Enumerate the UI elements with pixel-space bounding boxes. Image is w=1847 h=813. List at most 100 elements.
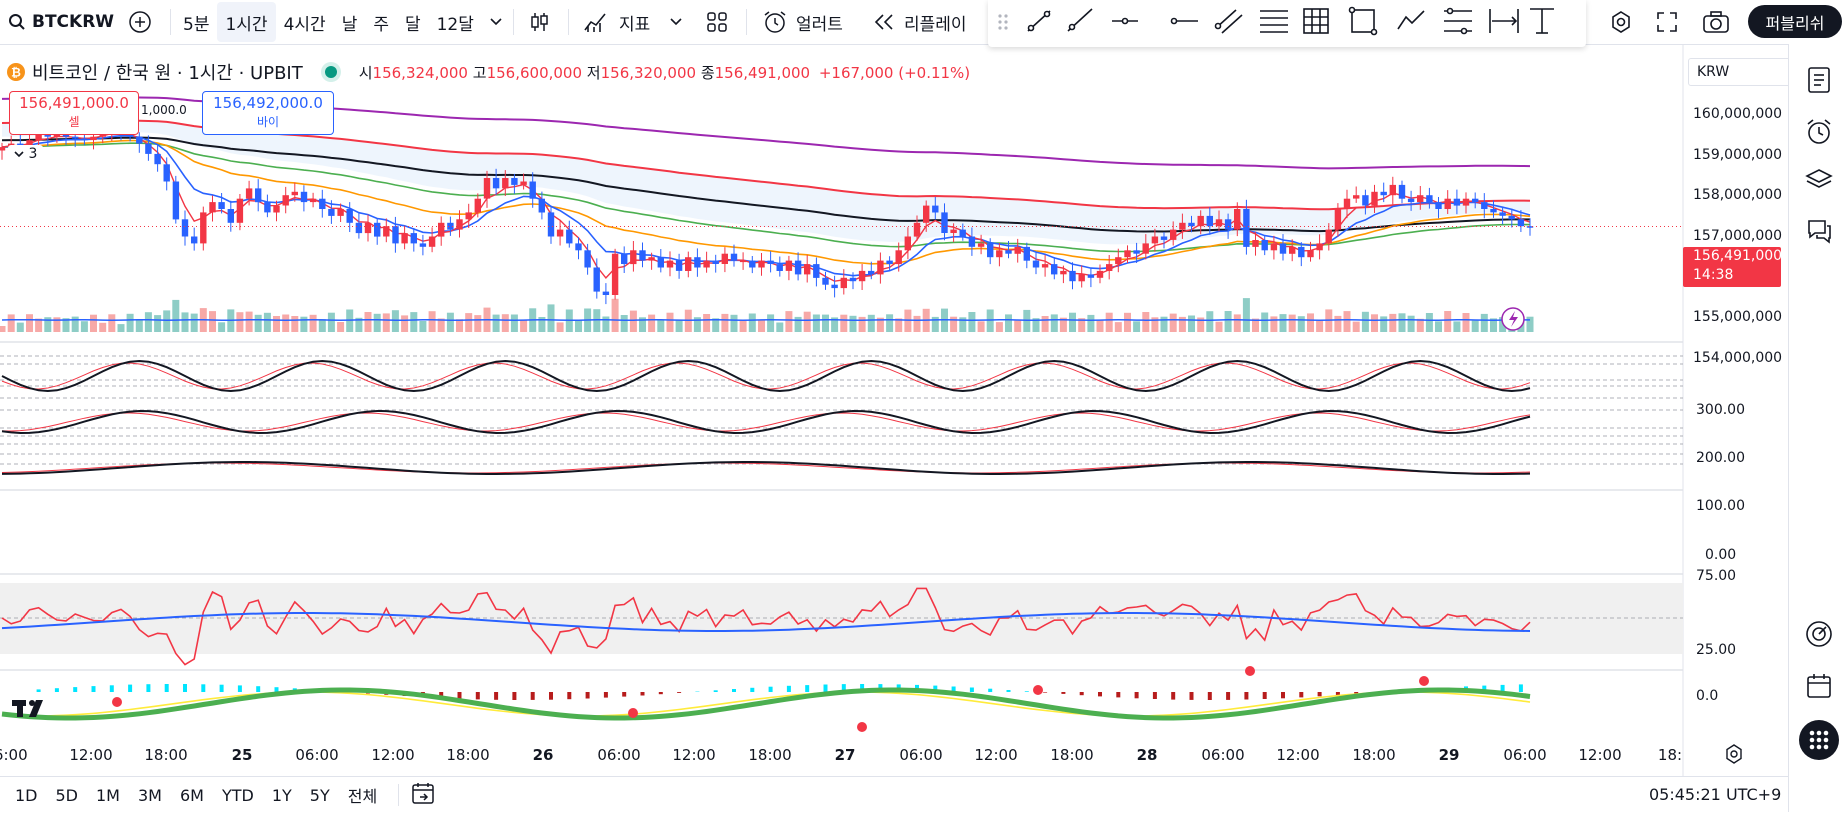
candle [374, 223, 380, 237]
sell-price: 156,491,000.0 [10, 94, 138, 113]
candle [1481, 202, 1487, 209]
sell-button[interactable]: 156,491,000.0 셀 [9, 91, 139, 135]
settings-button[interactable] [1608, 0, 1634, 44]
gear-icon [1608, 9, 1634, 35]
volume-bar [767, 314, 774, 332]
rectangle-icon[interactable] [1350, 8, 1377, 35]
macd-histogram-bar [1171, 692, 1175, 700]
trading-panel-button[interactable] [1803, 618, 1835, 650]
range-3m[interactable]: 3M [129, 786, 171, 805]
axis-settings-button[interactable] [1722, 742, 1746, 770]
date-range-icon[interactable] [1490, 9, 1518, 33]
go-to-date-button[interactable] [411, 781, 437, 809]
symbol-title[interactable]: 비트코인 / 한국 원 · 1시간 · UPBIT [32, 59, 303, 85]
candle [81, 139, 87, 141]
candle [173, 182, 179, 220]
symbol-search[interactable]: BTCKRW [8, 0, 114, 44]
layers-icon [1805, 167, 1833, 193]
drawing-toolbar [988, 0, 1586, 47]
volume-bar [337, 322, 344, 332]
alerts-panel-button[interactable] [1803, 116, 1835, 148]
indicators-button[interactable]: 지표 [583, 0, 650, 44]
date-price-range-icon[interactable] [1444, 9, 1472, 34]
parallel-channel-icon[interactable] [1216, 10, 1243, 33]
compare-button[interactable] [127, 0, 153, 44]
candle [136, 137, 142, 144]
alarm-clock-icon [762, 9, 788, 35]
close-value: 156,491,000 [715, 64, 810, 82]
alert-button[interactable]: 얼러트 [762, 0, 843, 44]
volume-bar [1243, 298, 1250, 332]
layouts-button[interactable] [706, 0, 728, 44]
macd-histogram-bar [1061, 692, 1065, 694]
time-axis-label: 28 [1137, 746, 1158, 764]
snapshot-button[interactable] [1702, 0, 1730, 44]
interval-1h[interactable]: 1시간 [217, 2, 275, 42]
anchored-text-icon[interactable] [1530, 9, 1554, 33]
time-axis-label: 06:00 [899, 746, 942, 764]
candle [511, 178, 517, 185]
candle [200, 212, 206, 243]
horizontal-line-icon[interactable] [1172, 19, 1199, 24]
candle [475, 199, 481, 213]
indicators-dropdown[interactable] [670, 0, 682, 44]
range-1y[interactable]: 1Y [263, 786, 301, 805]
products-button[interactable] [1799, 720, 1839, 760]
volume-bar [648, 315, 655, 332]
candle [694, 257, 700, 267]
volume-bar [1206, 311, 1213, 332]
candle [868, 271, 874, 274]
publish-button[interactable]: 퍼블리쉬 [1748, 5, 1842, 38]
interval-12mo[interactable]: 12달 [429, 2, 482, 42]
volume-bar [383, 313, 390, 332]
candle [1289, 247, 1295, 254]
interval-dropdown[interactable] [482, 2, 510, 42]
macd-histogram-bar [220, 685, 224, 692]
horizontal-ray-icon[interactable] [1112, 19, 1138, 24]
drag-handle-icon[interactable] [998, 14, 1007, 29]
replay-button[interactable]: 리플레이 [872, 0, 967, 44]
watchlist-button[interactable] [1803, 64, 1835, 96]
volume-bar [1087, 315, 1094, 332]
interval-4h[interactable]: 4시간 [276, 2, 334, 42]
macd-histogram-bar [110, 685, 114, 692]
volume-bar [1042, 316, 1049, 332]
indicator-collapse-toggle[interactable]: 3 [8, 145, 43, 163]
chart-type-button[interactable] [527, 0, 551, 44]
candle [520, 182, 526, 185]
ray-icon[interactable] [1068, 9, 1092, 31]
fib-retracement-icon[interactable] [1260, 11, 1288, 32]
interval-1d[interactable]: 날 [334, 2, 366, 42]
candle [72, 137, 78, 139]
candle [292, 192, 298, 195]
clock-timezone[interactable]: 05:45:21 UTC+9 [1649, 785, 1781, 804]
chart-canvas[interactable] [0, 44, 1788, 776]
interval-1w[interactable]: 주 [365, 2, 397, 42]
calendar-button[interactable] [1803, 670, 1835, 702]
gann-box-icon[interactable] [1304, 9, 1328, 33]
volume-bar [72, 317, 79, 332]
macd-histogram-bar [55, 688, 59, 692]
trend-line-icon[interactable] [1028, 11, 1050, 31]
fullscreen-button[interactable] [1656, 0, 1678, 44]
chats-button[interactable] [1803, 214, 1835, 246]
interval-1mo[interactable]: 달 [397, 2, 429, 42]
macd-histogram-bar [37, 689, 41, 692]
order-quantity[interactable]: 1,000.0 [141, 103, 187, 117]
range-6m[interactable]: 6M [171, 786, 213, 805]
range-5d[interactable]: 5D [47, 786, 88, 805]
range-1d[interactable]: 1D [6, 786, 47, 805]
candle [658, 257, 664, 267]
candle [896, 250, 902, 264]
time-axis-label: 18:00 [144, 746, 187, 764]
time-axis-label: 29 [1439, 746, 1460, 764]
range-ytd[interactable]: YTD [213, 786, 263, 805]
range-all[interactable]: 전체 [339, 783, 386, 807]
object-tree-button[interactable] [1803, 164, 1835, 196]
range-5y[interactable]: 5Y [301, 786, 339, 805]
path-icon[interactable] [1398, 11, 1424, 29]
volume-bar [1188, 316, 1195, 333]
buy-button[interactable]: 156,492,000.0 바이 [202, 91, 334, 135]
interval-5m[interactable]: 5분 [175, 2, 217, 42]
range-1m[interactable]: 1M [87, 786, 129, 805]
